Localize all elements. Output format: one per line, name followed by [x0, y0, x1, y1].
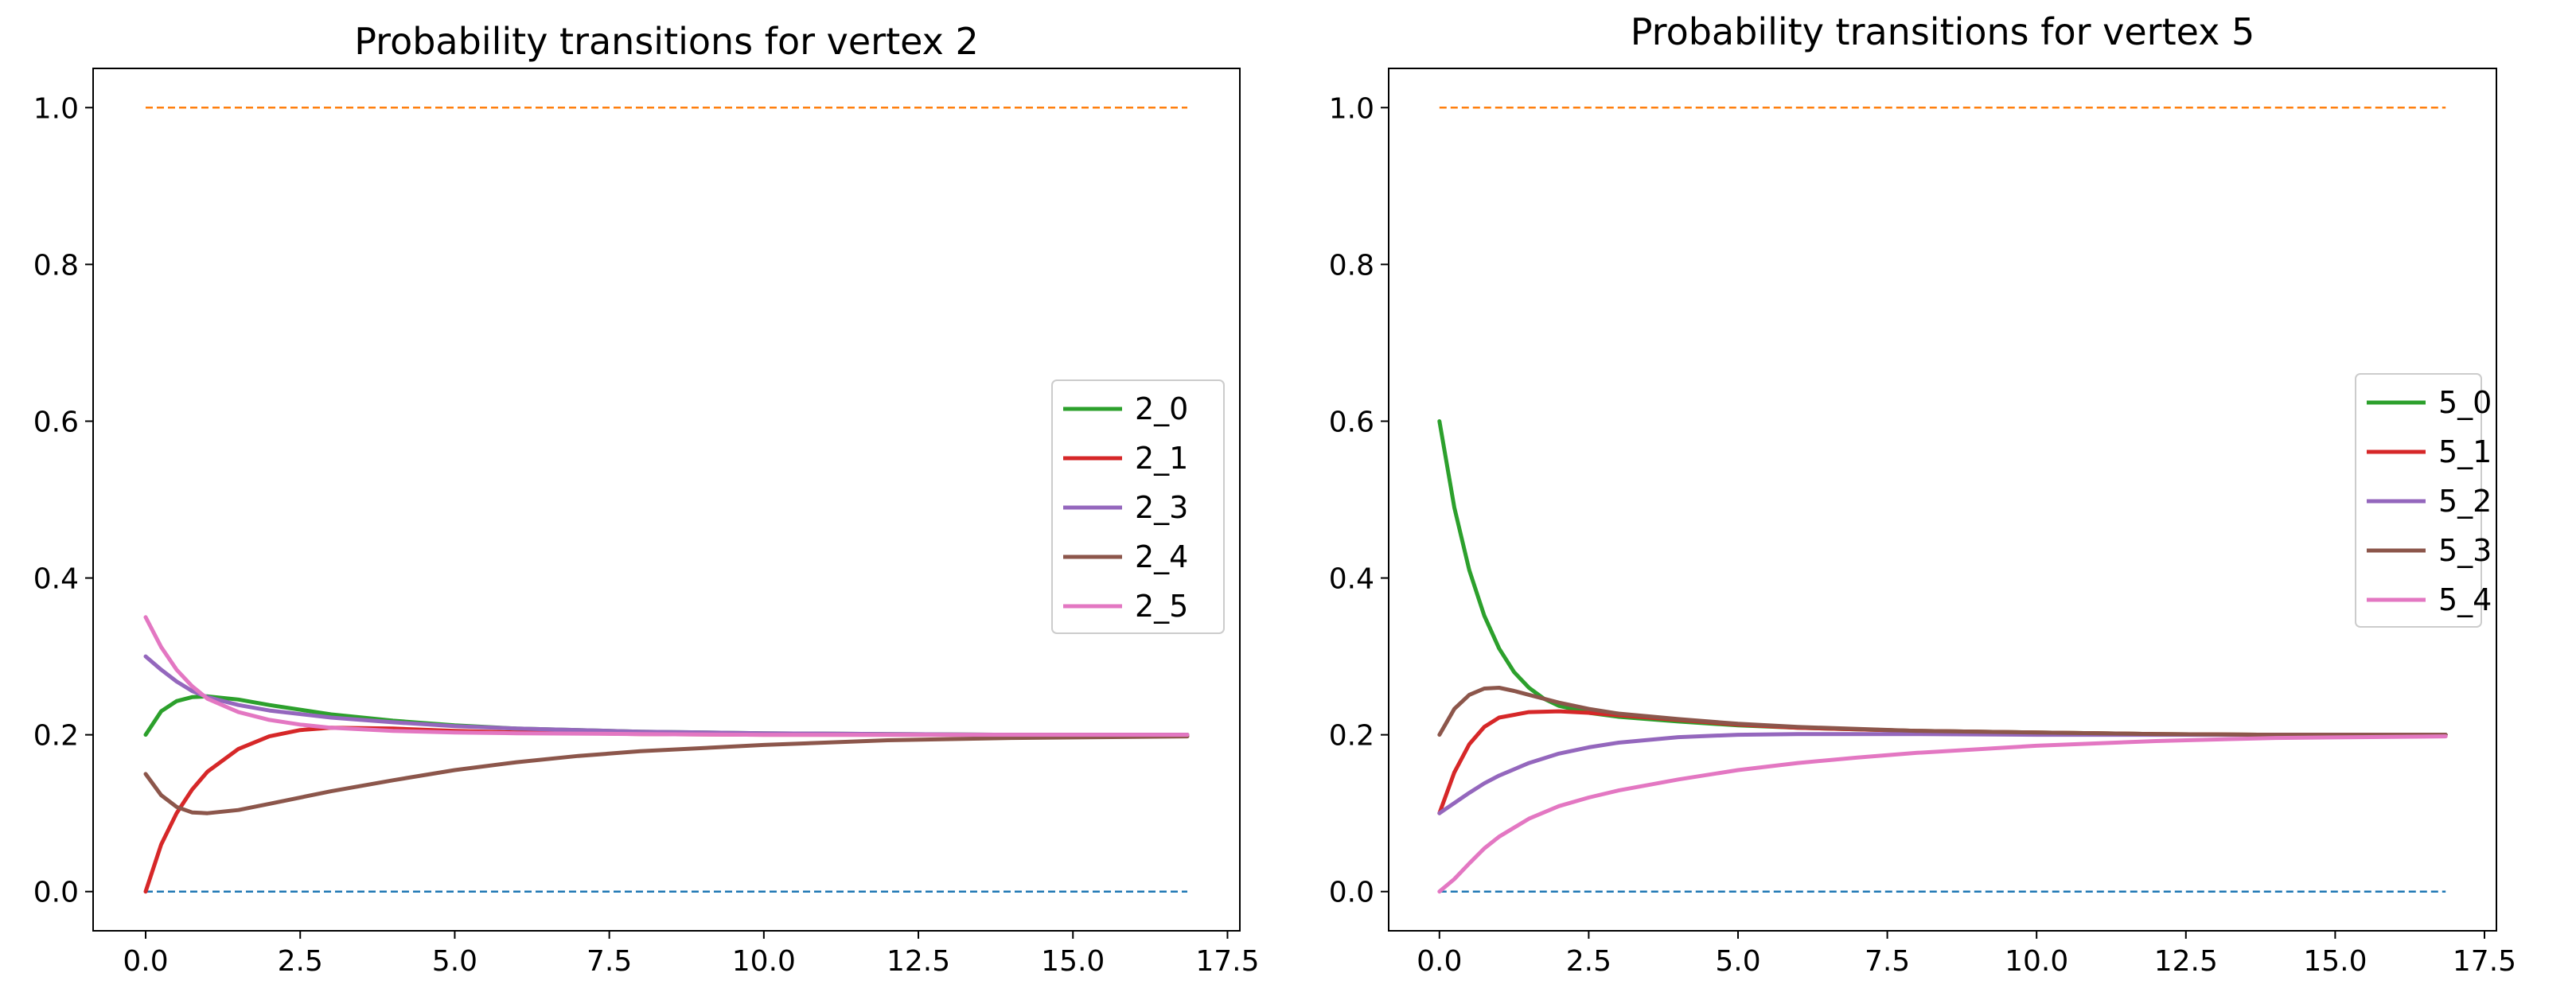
legend-label: 5_1: [2438, 434, 2492, 469]
y-tick-label: 0.4: [1329, 563, 1374, 596]
legend-item-5_4: 5_4: [2367, 582, 2492, 617]
legend-item-2_4: 2_4: [1063, 539, 1188, 574]
legend-item-5_3: 5_3: [2367, 533, 2492, 568]
legend: 5_0 5_1 5_2 5_3 5_4: [2355, 373, 2492, 628]
y-tick-label: 0.0: [33, 877, 79, 909]
legend-label: 2_1: [1135, 441, 1188, 476]
y-tick-label: 1.0: [1329, 92, 1374, 125]
x-tick-label: 17.5: [1195, 945, 1259, 978]
chart-title: Probability transitions for vertex 5: [1631, 10, 2254, 53]
legend-label: 5_0: [2438, 385, 2492, 420]
legend-item-2_1: 2_1: [1063, 441, 1188, 476]
x-tick-label: 2.5: [278, 945, 323, 978]
legend-label: 2_5: [1135, 589, 1188, 624]
legend-label: 2_3: [1135, 490, 1188, 525]
x-tick-label: 15.0: [1041, 945, 1105, 978]
series-lines: [143, 107, 1190, 894]
legend-item-2_5: 2_5: [1063, 589, 1188, 624]
y-tick-label: 0.0: [1329, 877, 1374, 909]
x-tick-label: 10.0: [732, 945, 796, 978]
legend-item-5_0: 5_0: [2367, 385, 2492, 420]
legend-item-2_0: 2_0: [1063, 391, 1188, 426]
legend-item-5_2: 5_2: [2367, 484, 2492, 519]
x-tick-label: 15.0: [2303, 945, 2367, 978]
y-tick-label: 0.2: [1329, 720, 1374, 753]
x-tick-label: 2.5: [1566, 945, 1611, 978]
axes-frame: [92, 68, 1241, 932]
legend-box: [1051, 379, 1225, 634]
legend-label: 2_4: [1135, 539, 1188, 574]
legend-item-2_3: 2_3: [1063, 490, 1188, 525]
series-line-2_4: [143, 734, 1190, 815]
x-tick-label: 5.0: [1715, 945, 1760, 978]
y-tick-label: 1.0: [33, 92, 79, 125]
y-tick-label: 0.6: [33, 406, 79, 438]
chart-title: Probability transitions for vertex 2: [354, 20, 978, 63]
legend-label: 5_4: [2438, 582, 2492, 617]
legend-item-5_1: 5_1: [2367, 434, 2492, 469]
legend-label: 5_2: [2438, 484, 2492, 519]
y-tick-label: 0.8: [1329, 249, 1374, 282]
series-line-5_3: [1437, 686, 2448, 737]
y-tick-label: 0.6: [1329, 406, 1374, 438]
x-tick-label: 12.5: [2154, 945, 2218, 978]
series-line-2_1: [143, 726, 1190, 894]
y-tick-label: 0.8: [33, 249, 79, 282]
series-line-5_4: [1437, 734, 2448, 894]
legend-label: 2_0: [1135, 391, 1188, 426]
series-line-2_5: [143, 615, 1190, 737]
legend-label: 5_3: [2438, 533, 2492, 568]
x-tick-label: 7.5: [587, 945, 632, 978]
x-tick-label: 12.5: [887, 945, 950, 978]
y-tick-label: 0.4: [33, 563, 79, 596]
legend: 2_0 2_1 2_3 2_4 2_5: [1051, 379, 1225, 634]
series-line-5_2: [1437, 732, 2448, 815]
series-lines: [1437, 107, 2448, 894]
x-tick-label: 7.5: [1865, 945, 1910, 978]
series-line-5_0: [1437, 419, 2448, 737]
y-tick-label: 0.2: [33, 720, 79, 753]
axes-frame: [1388, 68, 2497, 932]
x-tick-label: 5.0: [432, 945, 477, 978]
chart-panel-1: Probability transitions for vertex 2 0.0 2…: [33, 20, 1260, 978]
x-tick-label: 10.0: [2005, 945, 2068, 978]
x-tick-label: 17.5: [2453, 945, 2516, 978]
x-tick-label: 0.0: [123, 945, 168, 978]
chart-panel-2: Probability transitions for vertex 5 0.0 2…: [1329, 10, 2516, 978]
x-tick-label: 0.0: [1417, 945, 1462, 978]
